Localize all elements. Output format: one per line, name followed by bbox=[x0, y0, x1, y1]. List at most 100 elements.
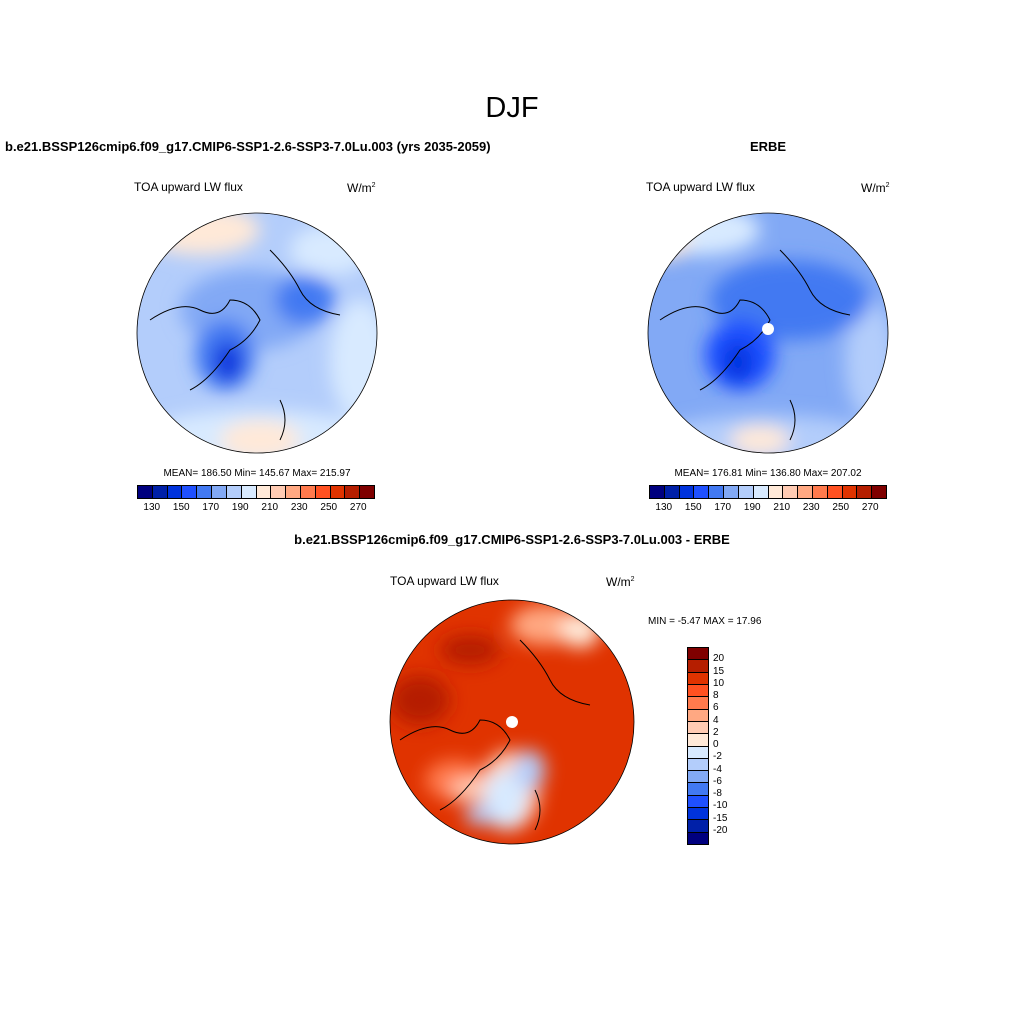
colorbar-box bbox=[138, 486, 153, 498]
panel1-map bbox=[137, 213, 377, 453]
colorbar-box bbox=[241, 486, 257, 498]
colorbar-box bbox=[345, 486, 361, 498]
colorbar-box bbox=[753, 486, 769, 498]
colorbar-box bbox=[738, 486, 754, 498]
panel2-map bbox=[648, 213, 888, 453]
colorbar-box bbox=[688, 672, 708, 685]
colorbar-box bbox=[688, 648, 708, 661]
panel2-colorbar-tick: 190 bbox=[743, 502, 761, 513]
colorbar-box bbox=[300, 486, 316, 498]
colorbar-box bbox=[688, 820, 708, 833]
colorbar-box bbox=[256, 486, 272, 498]
panel2-title: ERBE bbox=[749, 139, 787, 154]
colorbar-box bbox=[688, 734, 708, 747]
panel1-title: b.e21.BSSP126cmip6.f09_g17.CMIP6-SSP1-2.… bbox=[5, 139, 491, 154]
colorbar-box bbox=[827, 486, 843, 498]
panel1-colorbar-tick: 270 bbox=[349, 502, 367, 513]
panel3-colorbar-tick: 0 bbox=[713, 739, 719, 750]
panel2-variable: TOA upward LW flux bbox=[646, 180, 755, 194]
colorbar-box bbox=[688, 771, 708, 784]
panel1-stats: MEAN= 186.50 Min= 145.67 Max= 215.97 bbox=[163, 468, 351, 479]
panel3-colorbar-tick: 10 bbox=[713, 677, 725, 689]
colorbar-box bbox=[688, 746, 708, 759]
panel1-colorbar-tick: 250 bbox=[320, 502, 338, 513]
panel3-colorbar-tick: 6 bbox=[713, 702, 719, 714]
panel1-colorbar-tick: 130 bbox=[143, 502, 161, 513]
panel3-units: W/m2 bbox=[606, 575, 635, 589]
colorbar-box bbox=[688, 709, 708, 722]
panel1-colorbar-tick: 230 bbox=[290, 502, 308, 513]
colorbar-box bbox=[798, 486, 813, 498]
panel1-colorbar-tick: 190 bbox=[231, 502, 249, 513]
panel2-colorbar-tick: 150 bbox=[684, 502, 702, 513]
panel1-colorbar-tick: 150 bbox=[172, 502, 190, 513]
colorbar-box bbox=[768, 486, 784, 498]
panel2-units: W/m2 bbox=[861, 181, 890, 195]
colorbar-box bbox=[812, 486, 828, 498]
colorbar-box bbox=[360, 486, 374, 498]
panel3-colorbar-tick: 2 bbox=[713, 726, 719, 738]
panel2-colorbar-tick: 270 bbox=[861, 502, 879, 513]
panel2-colorbar-tick: 250 bbox=[832, 502, 850, 513]
colorbar-box bbox=[330, 486, 346, 498]
panel3-colorbar-tick: 15 bbox=[713, 665, 725, 677]
panel1-units: W/m2 bbox=[347, 181, 376, 195]
panel2-colorbar bbox=[649, 485, 887, 499]
colorbar-box bbox=[271, 486, 287, 498]
panel3-colorbar-tick: 8 bbox=[713, 690, 719, 701]
panel3-colorbar-tick: 20 bbox=[713, 653, 725, 665]
panel1-colorbar-tick: 210 bbox=[261, 502, 279, 513]
colorbar-box bbox=[694, 486, 710, 498]
colorbar-box bbox=[724, 486, 739, 498]
colorbar-box bbox=[315, 486, 331, 498]
colorbar-box bbox=[688, 697, 708, 710]
panel3-stats: MIN = -5.47 MAX = 17.96 bbox=[648, 616, 762, 627]
colorbar-box bbox=[709, 486, 725, 498]
panel3-colorbar-tick: -2 bbox=[713, 751, 722, 763]
colorbar-box bbox=[152, 486, 168, 498]
colorbar-box bbox=[650, 486, 665, 498]
panel3-map-border bbox=[389, 599, 635, 845]
colorbar-box bbox=[688, 721, 708, 735]
colorbar-box bbox=[197, 486, 213, 498]
panel2-colorbar-tick: 230 bbox=[802, 502, 820, 513]
colorbar-box bbox=[167, 486, 183, 498]
panel1-colorbar bbox=[137, 485, 375, 499]
panel3-colorbar-tick: -8 bbox=[713, 788, 722, 799]
colorbar-box bbox=[872, 486, 886, 498]
panel2-stats: MEAN= 176.81 Min= 136.80 Max= 207.02 bbox=[674, 468, 862, 479]
colorbar-box bbox=[842, 486, 858, 498]
panel3-colorbar-tick: 4 bbox=[713, 714, 719, 726]
panel3-colorbar bbox=[687, 647, 709, 845]
colorbar-box bbox=[226, 486, 242, 498]
panel3-colorbar-tick: -15 bbox=[713, 812, 728, 824]
colorbar-box bbox=[688, 684, 708, 698]
colorbar-box bbox=[679, 486, 695, 498]
colorbar-box bbox=[182, 486, 198, 498]
panel3-colorbar-tick: -20 bbox=[713, 824, 728, 836]
figure-title: DJF bbox=[485, 92, 539, 124]
panel3-title: b.e21.BSSP126cmip6.f09_g17.CMIP6-SSP1-2.… bbox=[294, 532, 730, 547]
panel3-colorbar-tick: -4 bbox=[713, 763, 722, 775]
colorbar-box bbox=[857, 486, 873, 498]
colorbar-box bbox=[688, 832, 708, 844]
panel1-map-border bbox=[136, 212, 378, 454]
colorbar-box bbox=[783, 486, 799, 498]
colorbar-box bbox=[286, 486, 301, 498]
panel3-variable: TOA upward LW flux bbox=[390, 574, 499, 588]
colorbar-box bbox=[688, 783, 708, 796]
colorbar-box bbox=[688, 808, 708, 821]
colorbar-box bbox=[688, 660, 708, 673]
panel1-variable: TOA upward LW flux bbox=[134, 180, 243, 194]
colorbar-box bbox=[688, 758, 708, 772]
panel1-colorbar-tick: 170 bbox=[202, 502, 220, 513]
panel3-map bbox=[390, 600, 634, 844]
panel2-colorbar-tick: 170 bbox=[714, 502, 732, 513]
colorbar-box bbox=[212, 486, 227, 498]
panel3-colorbar-tick: -10 bbox=[713, 800, 728, 812]
panel3-colorbar-tick: -6 bbox=[713, 775, 722, 787]
panel2-colorbar-tick: 130 bbox=[655, 502, 673, 513]
colorbar-box bbox=[664, 486, 680, 498]
panel2-map-border bbox=[647, 212, 889, 454]
